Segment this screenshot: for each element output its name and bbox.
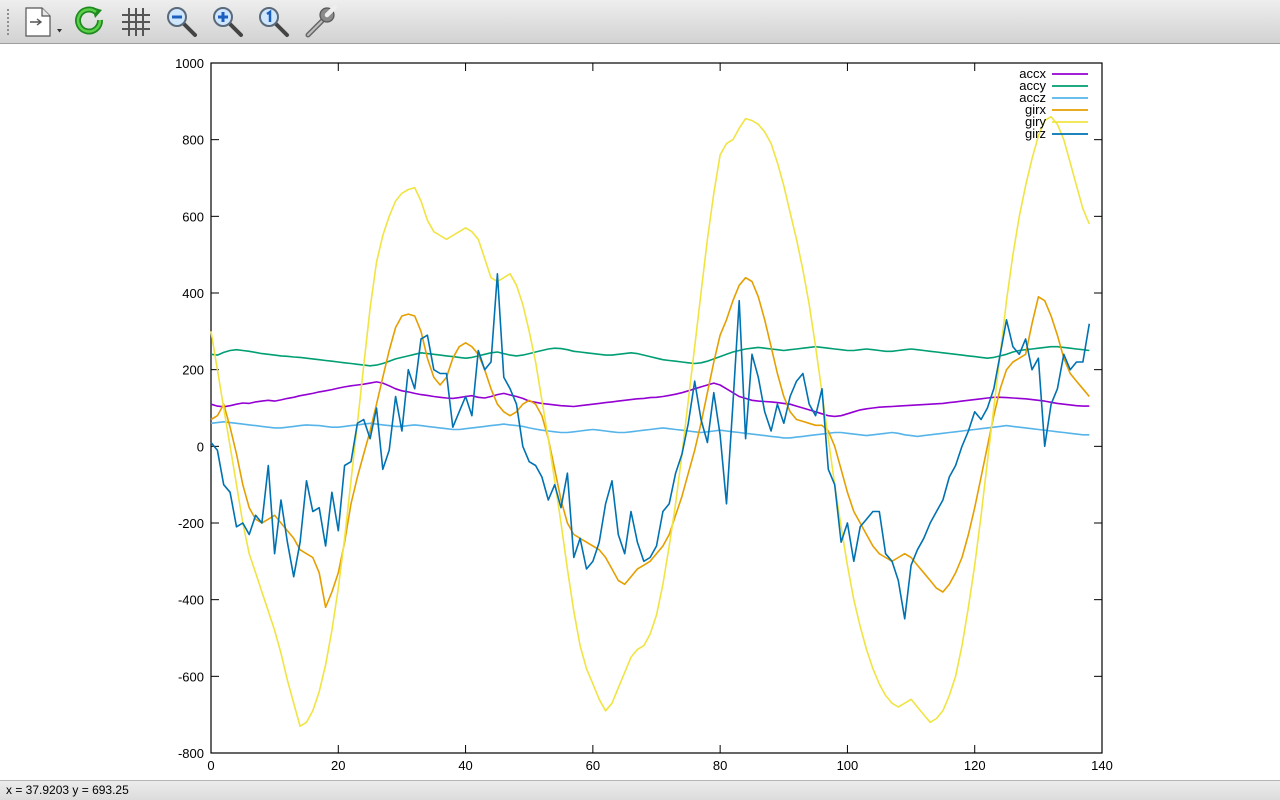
- x-tick-label: 140: [1091, 758, 1113, 773]
- y-tick-label: 800: [182, 133, 204, 148]
- legend-label-accy: accy: [1019, 78, 1046, 93]
- zoom-reset-button[interactable]: [256, 4, 292, 40]
- document-export-icon: [25, 7, 62, 37]
- legend-label-girx: girx: [1025, 102, 1046, 117]
- legend-label-giry: giry: [1025, 114, 1046, 129]
- zoom-out-button[interactable]: [164, 4, 200, 40]
- series-line-accy: [210, 345, 1090, 367]
- x-tick-label: 0: [207, 758, 214, 773]
- replot-button[interactable]: [72, 4, 108, 40]
- legend-label-girz: girz: [1025, 126, 1046, 141]
- refresh-icon: [75, 6, 103, 35]
- y-tick-label: -200: [178, 516, 204, 531]
- toolbar-grip[interactable]: [6, 8, 10, 36]
- x-tick-label: 120: [964, 758, 986, 773]
- y-tick-label: -600: [178, 669, 204, 684]
- series-line-giry: [210, 115, 1091, 728]
- y-tick-label: 400: [182, 286, 204, 301]
- zoom-out-icon: [167, 7, 197, 37]
- x-tick-label: 20: [331, 758, 345, 773]
- y-tick-label: -400: [178, 593, 204, 608]
- zoom-in-button[interactable]: [210, 4, 246, 40]
- export-menu-button[interactable]: [20, 4, 68, 40]
- x-tick-label: 100: [837, 758, 859, 773]
- zoom-in-icon: [213, 7, 243, 37]
- series-lines: [210, 115, 1091, 728]
- legend-label-accx: accx: [1019, 66, 1046, 81]
- x-tick-label: 80: [713, 758, 727, 773]
- y-tick-label: 200: [182, 363, 204, 378]
- plot-frame: [210, 62, 1103, 754]
- series-line-accx: [210, 381, 1090, 418]
- toolbar: [0, 0, 1280, 44]
- series-line-girx: [210, 276, 1090, 609]
- grid-icon: [122, 8, 150, 36]
- status-bar: x = 37.9203 y = 693.25: [0, 780, 1280, 800]
- series-line-accz: [210, 420, 1090, 439]
- y-tick-label: -800: [178, 746, 204, 761]
- zoom-original-icon: [259, 7, 289, 37]
- settings-button[interactable]: [302, 4, 338, 40]
- wrench-icon: [305, 4, 338, 38]
- legend-label-accz: accz: [1019, 90, 1046, 105]
- series-line-girz: [210, 273, 1091, 620]
- x-tick-label: 60: [586, 758, 600, 773]
- x-tick-label: 40: [458, 758, 472, 773]
- y-tick-label: 600: [182, 209, 204, 224]
- y-tick-label: 1000: [175, 56, 204, 71]
- mouse-coordinates: x = 37.9203 y = 693.25: [6, 783, 129, 797]
- y-tick-label: 0: [197, 439, 204, 454]
- axes: -800 -600 -400 -200 0 200 400 600 800 1000 0 20 40 60…: [175, 56, 1113, 773]
- grid-toggle-button[interactable]: [118, 4, 154, 40]
- plot-area[interactable]: -800 -600 -400 -200 0 200 400 600 800 1000 0 20 40 60…: [0, 44, 1280, 780]
- line-chart: -800 -600 -400 -200 0 200 400 600 800 1000 0 20 40 60…: [175, 56, 1113, 773]
